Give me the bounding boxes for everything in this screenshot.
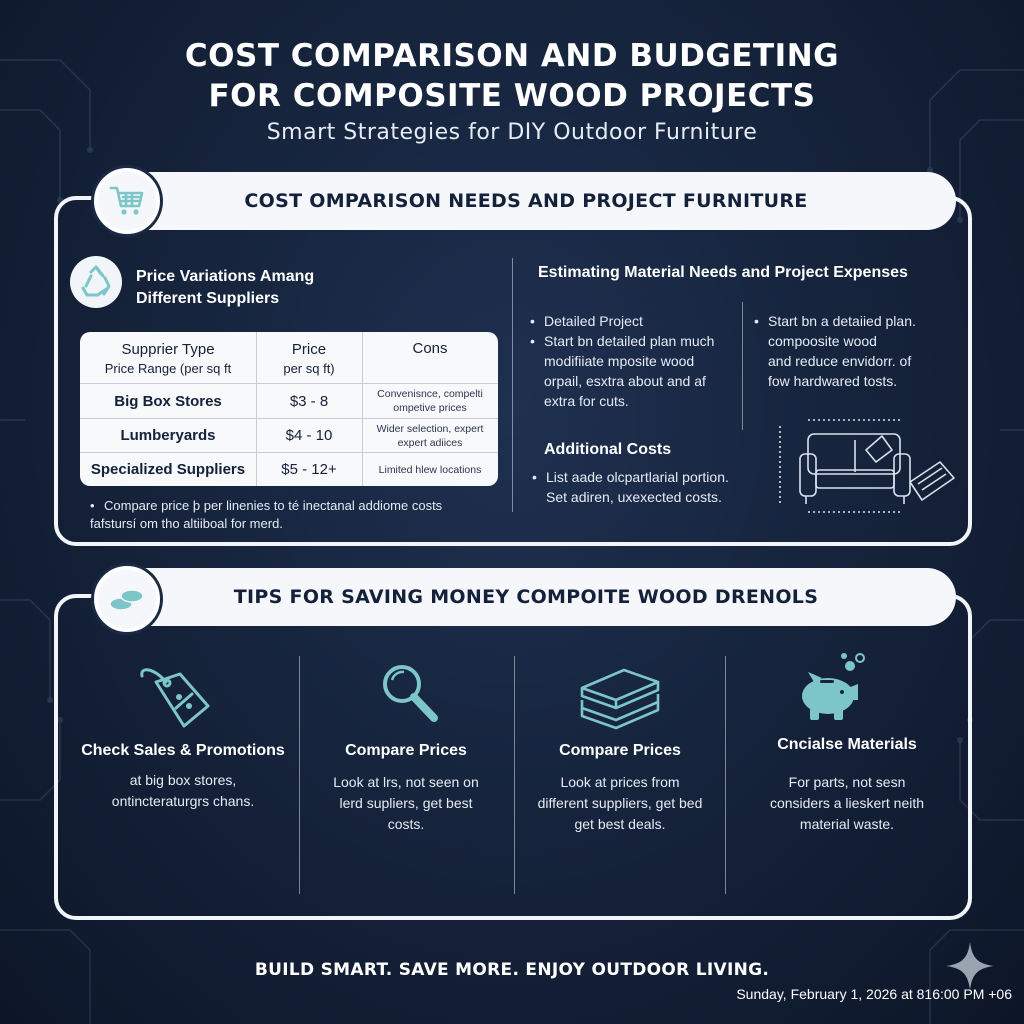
cons-line: Wider selection, expert bbox=[376, 422, 484, 435]
tip-body: Look at lrs, not seen on lerd supliers, … bbox=[306, 772, 506, 835]
table-row-cons: Limited hlew locations bbox=[378, 463, 482, 476]
tip-line: different suppliers, get bed bbox=[537, 795, 703, 811]
table-row-name: Lumberyards bbox=[120, 427, 216, 444]
coins-icon bbox=[109, 589, 144, 611]
table-header-cons: Cons bbox=[412, 339, 448, 357]
header-supplier-type: Supprier Type bbox=[121, 341, 215, 358]
supplier-heading-line1: Price Variations Amang bbox=[136, 268, 315, 285]
tip-title: Cncialse Materials bbox=[777, 736, 917, 753]
footer-tagline: BUILD SMART. SAVE MORE. ENJOY OUTDOOR LI… bbox=[254, 960, 770, 980]
supplier-price-table: Supprier Type Price Range (per sq ft Pri… bbox=[80, 332, 498, 486]
estimate-line: fow hardwared tosts. bbox=[768, 373, 898, 389]
cons-line: expert adiices bbox=[397, 436, 463, 449]
cons-line: ompetive prices bbox=[393, 402, 467, 414]
section1-heading: COST OMPARISON NEEDS AND PROJECT FURNITU… bbox=[96, 172, 956, 230]
additional-costs-heading: Additional Costs bbox=[544, 441, 672, 458]
table-row-price: $3 - 8 bbox=[289, 392, 329, 410]
piggy-bank-icon bbox=[802, 653, 865, 720]
page-title-line2: FOR COMPOSITE WOOD PROJECTS bbox=[208, 78, 816, 114]
estimate-line: and reduce envidorr. of bbox=[768, 353, 912, 369]
table-row-price: $4 - 10 bbox=[285, 427, 333, 444]
tip-line: Look at prices from bbox=[560, 774, 680, 790]
tip-title: Compare Prices bbox=[559, 742, 681, 759]
estimating-col-b: • Start bn a detaiied plan. compoosite wo… bbox=[754, 311, 954, 391]
tips-divider-3 bbox=[725, 656, 726, 894]
estimate-line: Start bn detailed plan much bbox=[544, 333, 715, 349]
page-title-line1: COST COMPARISON AND BUDGETING bbox=[184, 38, 840, 74]
estimate-line: Detailed Project bbox=[544, 313, 643, 329]
tip-line: For parts, not sesn bbox=[788, 774, 906, 790]
supplier-variation-heading: Price Variations Amang Different Supplie… bbox=[136, 266, 314, 310]
tip-title: Compare Prices bbox=[345, 742, 467, 759]
tip-body: For parts, not sesn considers a lieskert… bbox=[736, 772, 958, 835]
tip-line: ontincteraturgrs chans. bbox=[111, 793, 255, 809]
tip-body: at big box stores, ontincteraturgrs chan… bbox=[74, 770, 292, 812]
tips-divider-1 bbox=[299, 656, 300, 894]
estimating-col-a: • Detailed Project • Start bn detailed pla… bbox=[530, 311, 750, 411]
note-line2: fafstursí om tho altiiboal for merd. bbox=[90, 516, 283, 531]
tips-divider-2 bbox=[514, 656, 515, 894]
section1-divider bbox=[512, 258, 513, 512]
tip-line: Look at lrs, not seen on bbox=[333, 774, 479, 790]
tip-line: material waste. bbox=[799, 816, 895, 832]
shopping-cart-icon bbox=[109, 186, 144, 215]
estimate-line: compoosite wood bbox=[768, 333, 877, 349]
table-header-price: Price per sq ft) bbox=[256, 336, 362, 382]
additional-costs-list: • List aade olcpartlarial portion. Set ad… bbox=[532, 467, 752, 507]
estimate-line: orpail, esxtra about and af bbox=[544, 373, 706, 389]
tip-line: get best deals. bbox=[574, 816, 666, 832]
tip-body: Look at prices from different suppliers,… bbox=[520, 772, 720, 835]
coins-icon-badge bbox=[94, 566, 160, 632]
header-per-sq-ft: per sq ft) bbox=[283, 361, 335, 376]
table-row-price: $5 - 12+ bbox=[281, 461, 337, 478]
tip-line: considers a lieskert neith bbox=[769, 795, 925, 811]
cart-icon-badge bbox=[94, 168, 160, 234]
table-row-cons: Wider selection, expert expert adiices bbox=[362, 419, 498, 452]
estimating-divider bbox=[742, 302, 743, 430]
sparkle-icon bbox=[946, 942, 994, 990]
recycle-icon bbox=[81, 265, 111, 297]
table-header-supplier: Supprier Type Price Range (per sq ft bbox=[80, 336, 256, 382]
price-tag-icon bbox=[140, 668, 210, 728]
tip-line: at big box stores, bbox=[129, 772, 237, 788]
table-row-name: Specialized Suppliers bbox=[90, 461, 246, 478]
lumber-stack-icon bbox=[580, 668, 660, 730]
additional-line: List aade olcpartlarial portion. bbox=[546, 469, 729, 485]
cons-line: Convenisnce, compelti bbox=[377, 388, 483, 400]
page-subtitle: Smart Strategies for DIY Outdoor Furnitu… bbox=[266, 120, 758, 145]
estimate-line: extra for cuts. bbox=[544, 393, 629, 409]
additional-line: Set adiren, uxexected costs. bbox=[546, 489, 722, 505]
compare-note: • Compare price þ per linenies to té inec… bbox=[90, 497, 500, 533]
estimating-heading: Estimating Material Needs and Project Ex… bbox=[538, 264, 908, 281]
timestamp: Sunday, February 1, 2026 at 816:00 PM +0… bbox=[736, 986, 1012, 1002]
tip-line: costs. bbox=[387, 816, 425, 832]
tip-title: Check Sales & Promotions bbox=[81, 742, 285, 759]
estimate-line: modifiiate mposite wood bbox=[544, 353, 695, 369]
recycle-icon-badge bbox=[70, 256, 122, 308]
magnifier-icon bbox=[383, 665, 438, 722]
estimate-line: Start bn a detaiied plan. bbox=[768, 313, 916, 329]
header-price: Price bbox=[291, 341, 327, 358]
section2-heading: TIPS FOR SAVING MONEY COMPOITE WOOD DREN… bbox=[96, 568, 956, 626]
note-line1: Compare price þ per linenies to té inect… bbox=[104, 498, 443, 513]
tip-line: lerd supliers, get best bbox=[339, 795, 473, 811]
header-price-range: Price Range (per sq ft bbox=[104, 361, 232, 376]
table-row-name: Big Box Stores bbox=[114, 392, 222, 410]
sofa-blueprint-icon bbox=[779, 419, 955, 513]
table-row-cons: Convenisnce, compelti ompetive prices bbox=[362, 384, 498, 418]
supplier-heading-line2: Different Suppliers bbox=[136, 290, 280, 307]
